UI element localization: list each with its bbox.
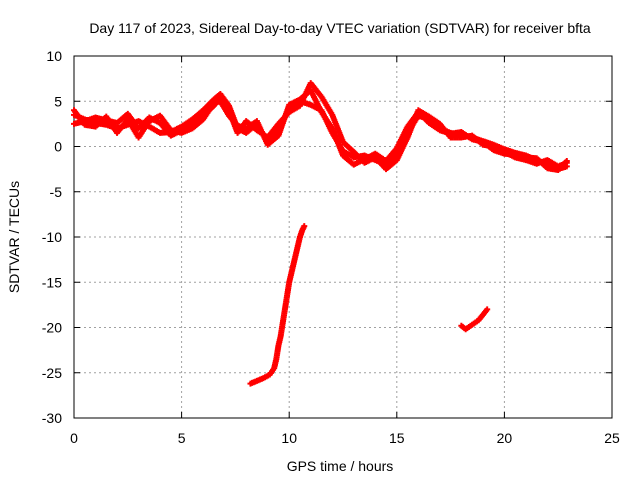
x-tick-label: 0 <box>70 430 78 446</box>
y-tick-label: 0 <box>54 139 62 155</box>
data-point <box>328 110 335 117</box>
y-tick-label: -5 <box>50 184 63 200</box>
x-tick-label: 5 <box>178 430 186 446</box>
data-point <box>403 125 410 132</box>
data-point <box>317 92 324 99</box>
y-tick-label: -25 <box>42 365 62 381</box>
data-point <box>562 159 569 166</box>
grid <box>74 56 612 418</box>
x-axis: 0 5 10 15 20 25 <box>70 56 620 446</box>
data-point <box>467 322 474 329</box>
data-point <box>187 126 194 133</box>
y-tick-label: -10 <box>42 229 62 245</box>
data-point <box>339 137 346 144</box>
x-axis-label: GPS time / hours <box>287 458 394 474</box>
data-point <box>543 163 550 170</box>
x-tick-label: 15 <box>389 430 405 446</box>
x-tick-label: 25 <box>604 430 620 446</box>
x-tick-label: 20 <box>497 430 513 446</box>
data-point <box>489 145 496 152</box>
data-point <box>298 229 305 236</box>
data-point <box>317 107 324 114</box>
data-point <box>531 155 538 162</box>
data-point <box>467 135 474 142</box>
y-tick-label: -20 <box>42 320 62 336</box>
data-point <box>483 307 490 314</box>
y-tick-label: -15 <box>42 274 62 290</box>
chart-title: Day 117 of 2023, Sidereal Day-to-day VTE… <box>89 20 591 36</box>
data-point <box>300 224 307 231</box>
data-point <box>328 123 335 130</box>
data-point <box>359 156 366 163</box>
data-point <box>392 146 399 153</box>
data-point <box>270 366 277 373</box>
data-point <box>258 375 265 382</box>
y-tick-label: 5 <box>54 93 62 109</box>
data-point <box>478 138 485 145</box>
y-tick-label: -30 <box>42 410 62 426</box>
y-axis-label: SDTVAR / TECUs <box>6 181 22 293</box>
y-tick-label: 10 <box>46 48 62 64</box>
y-axis: 10 5 0 -5 -10 -15 -20 -25 -30 <box>42 48 612 426</box>
data-point <box>424 112 431 119</box>
series-descending-segment-a <box>247 223 308 387</box>
data-points <box>71 80 570 387</box>
data-point <box>305 101 312 108</box>
data-point <box>252 378 259 385</box>
data-point <box>435 126 442 133</box>
series-main-track-c <box>71 87 570 174</box>
x-tick-label: 10 <box>281 430 297 446</box>
data-point <box>224 111 231 118</box>
series-descending-segment-b <box>458 306 491 333</box>
